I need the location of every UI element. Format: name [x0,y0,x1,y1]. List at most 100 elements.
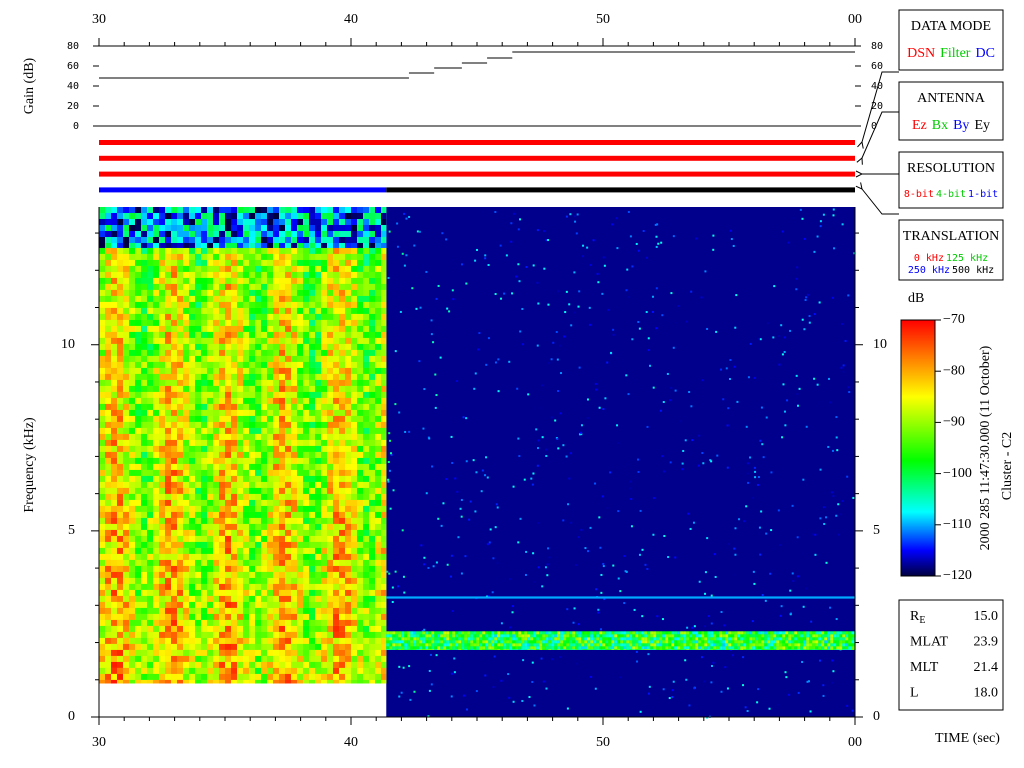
noise-cell [225,661,231,668]
noise-cell [315,475,321,482]
noise-cell [159,409,165,416]
noise-cell [117,493,123,500]
noise-cell [291,571,297,578]
noise-cell [267,457,273,464]
noise-cell [261,355,267,362]
noise-cell [219,673,225,680]
noise-cell [117,355,123,362]
noise-cell [285,271,291,278]
noise-cell [225,463,231,470]
noise-cell [231,243,237,248]
noise-cell [147,409,153,416]
noise-cell [189,231,195,237]
noise-cell [117,637,123,644]
noise-cell [159,415,165,422]
noise-cell [407,634,411,638]
noise-cell [357,283,363,290]
noise-cell [440,631,444,635]
noise-cell [465,460,468,463]
noise-cell [117,433,123,440]
noise-cell [309,409,315,416]
noise-cell [201,499,207,506]
noise-cell [285,361,291,368]
noise-cell [159,265,165,272]
noise-cell [237,655,243,662]
noise-cell [105,463,111,470]
noise-cell [315,409,321,416]
noise-cell [285,427,291,434]
noise-cell [99,219,105,225]
noise-cell [165,219,171,225]
noise-cell [171,295,177,302]
noise-cell [99,547,105,554]
noise-cell [291,325,297,332]
noise-cell [219,237,225,243]
noise-cell [255,397,261,404]
noise-cell [219,565,225,572]
noise-cell [189,361,195,368]
noise-cell [695,237,698,240]
noise-cell [117,397,123,404]
noise-cell [129,469,135,476]
noise-cell [635,634,639,638]
noise-cell [243,219,249,225]
noise-cell [351,265,357,272]
noise-cell [309,655,315,662]
noise-cell [135,613,141,620]
noise-cell [375,565,381,572]
noise-cell [375,403,381,410]
noise-cell [147,271,153,278]
noise-cell [117,649,123,656]
noise-cell [357,231,363,237]
noise-cell [605,631,609,635]
noise-cell [740,634,744,638]
noise-cell [518,455,521,458]
noise-cell [327,349,333,356]
noise-cell [375,589,381,596]
noise-cell [99,529,105,536]
noise-cell [375,409,381,416]
noise-cell [141,247,147,254]
noise-cell [557,637,561,641]
noise-cell [135,283,141,290]
noise-cell [321,231,327,237]
noise-cell [201,219,207,225]
noise-cell [297,529,303,536]
noise-cell [297,475,303,482]
noise-cell [243,225,249,231]
noise-cell [831,681,834,684]
noise-cell [99,625,105,632]
noise-cell [105,571,111,578]
noise-cell [183,523,189,530]
noise-cell [147,613,153,620]
noise-cell [351,331,357,338]
noise-cell [620,634,624,638]
noise-cell [147,661,153,668]
noise-cell [177,469,183,476]
noise-cell [315,619,321,626]
noise-cell [165,547,171,554]
noise-cell [243,667,249,674]
noise-cell [201,643,207,650]
noise-cell [291,415,297,422]
noise-cell [835,436,838,439]
noise-cell [267,325,273,332]
noise-cell [141,547,147,554]
noise-cell [524,637,528,641]
noise-cell [165,451,171,458]
noise-cell [105,649,111,656]
noise-cell [375,547,381,554]
noise-cell [105,535,111,542]
noise-cell [123,469,129,476]
noise-cell [201,559,207,566]
noise-cell [111,475,117,482]
noise-cell [841,322,844,325]
noise-cell [456,490,459,493]
noise-cell [105,493,111,500]
noise-cell [189,673,195,680]
noise-cell [171,319,177,326]
noise-cell [309,475,315,482]
noise-cell [285,619,291,626]
noise-cell [315,625,321,632]
noise-cell [267,403,273,410]
